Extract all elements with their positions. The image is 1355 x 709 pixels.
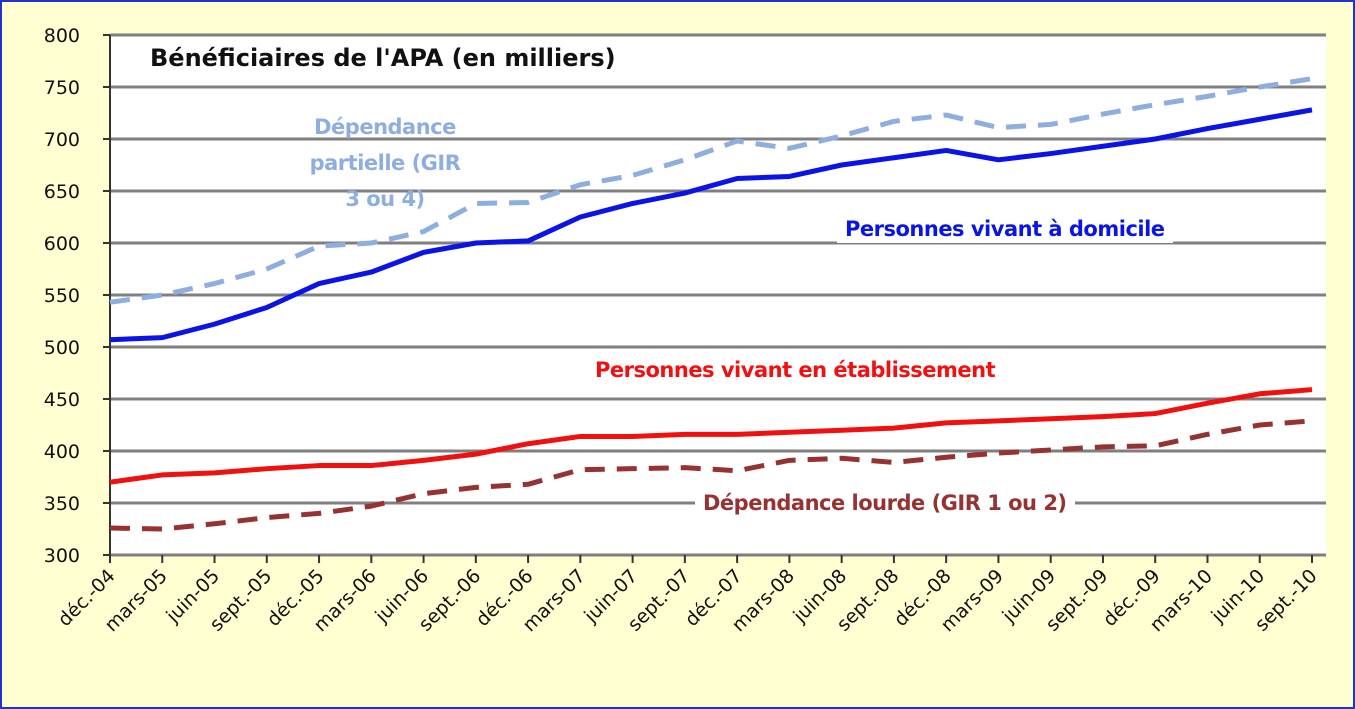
series-line (109, 107, 1313, 343)
y-tick-label: 450 (44, 389, 80, 411)
y-tick-label: 500 (44, 337, 80, 359)
chart-title: Bénéficiaires de l'APA (en milliers) (142, 42, 624, 74)
series-line (109, 418, 1313, 532)
y-tick-label: 650 (44, 181, 80, 203)
y-tick-label: 700 (44, 129, 80, 151)
series-line (109, 387, 1313, 485)
y-tick-label: 750 (44, 77, 80, 99)
y-tick-label: 300 (44, 545, 80, 567)
series-label: Dépendance lourde (GIR 1 ou 2) (695, 489, 1075, 517)
series-label: Dépendance partielle (GIR 3 ou 4) (309, 115, 461, 211)
series-line (109, 76, 1313, 305)
y-tick-label: 350 (44, 493, 80, 515)
series-label: Personnes vivant en établissement (587, 356, 1004, 384)
y-tick-label: 600 (44, 233, 80, 255)
y-tick-label: 550 (44, 285, 80, 307)
series-label: Personnes vivant à domicile (837, 215, 1173, 243)
y-tick-label: 800 (44, 25, 80, 47)
y-tick-label: 400 (44, 441, 80, 463)
